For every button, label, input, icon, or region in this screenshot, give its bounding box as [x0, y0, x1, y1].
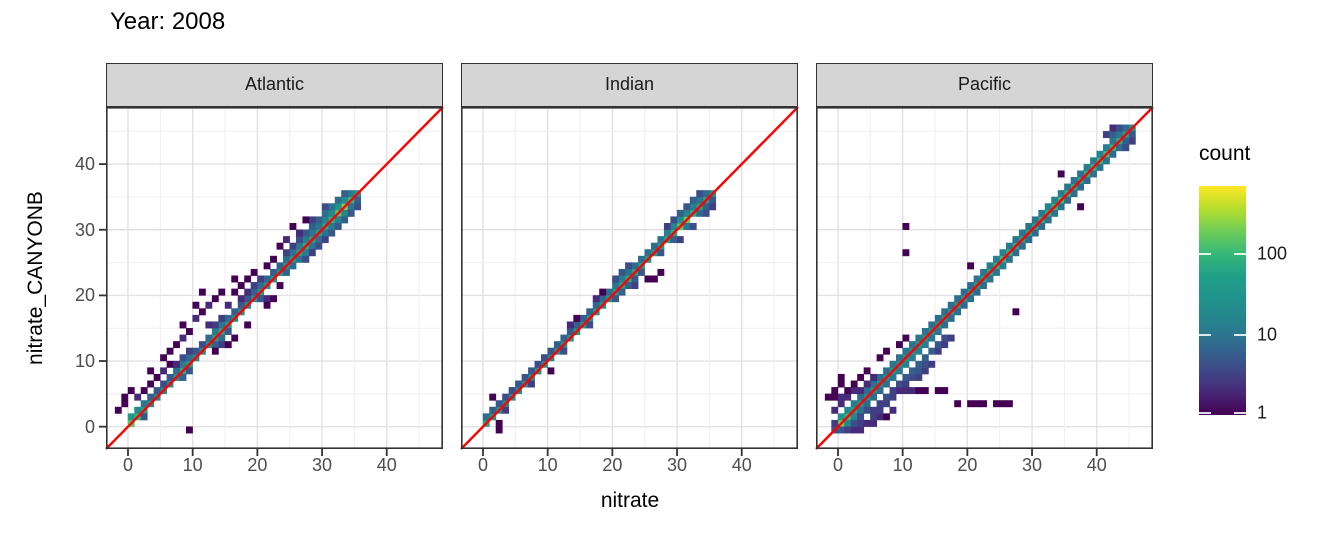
x-tick-label: 10	[892, 455, 913, 475]
x-tick-label: 0	[477, 455, 488, 475]
x-tick-label: 20	[957, 455, 978, 475]
colorbar-tick-label: 10	[1257, 324, 1278, 344]
x-tick-label: 30	[312, 455, 333, 475]
x-tick-label: 30	[667, 455, 688, 475]
identity-reference-line	[815, 106, 1154, 450]
legend-title: count	[1199, 142, 1251, 165]
x-tick-label: 40	[1086, 455, 1107, 475]
facet-strip: Pacific	[816, 63, 1153, 107]
y-axis-title: nitrate_CANYONB	[24, 191, 47, 365]
facet-strip-label: Atlantic	[244, 74, 305, 94]
legend-colorbar	[1199, 186, 1246, 415]
colorbar-tick	[1234, 253, 1246, 256]
y-tick-label: 40	[74, 154, 95, 175]
x-tick-label: 20	[247, 455, 268, 475]
plot-title: Year: 2008	[110, 8, 226, 35]
facet-strip: Atlantic	[106, 63, 443, 107]
colorbar-tick	[1199, 412, 1211, 414]
x-tick-label: 40	[731, 455, 752, 475]
facet-panel	[815, 106, 1154, 456]
colorbar-tick	[1199, 333, 1211, 336]
x-tick-label: 30	[1022, 455, 1043, 475]
y-tick-label: 20	[74, 285, 95, 306]
x-axis-title: nitrate	[600, 489, 660, 512]
x-tick-label: 10	[182, 455, 203, 475]
y-tick-label: 10	[74, 351, 95, 372]
facet-panel	[99, 106, 444, 456]
facet-panel	[460, 106, 799, 456]
colorbar-tick-label: 100	[1257, 243, 1288, 264]
x-tick-label: 10	[537, 455, 558, 475]
x-tick-label: 40	[376, 455, 397, 475]
facet-strip-label: Pacific	[957, 74, 1011, 94]
colorbar-tick	[1234, 333, 1246, 336]
x-tick-label: 20	[602, 455, 623, 475]
identity-reference-line	[460, 106, 799, 450]
facet-strip: Indian	[461, 63, 798, 107]
x-tick-label: 0	[832, 455, 843, 475]
colorbar-tick	[1234, 412, 1246, 414]
identity-reference-line	[105, 106, 444, 450]
y-tick-label: 30	[74, 219, 95, 240]
x-tick-label: 0	[122, 455, 133, 475]
colorbar-tick	[1199, 253, 1211, 256]
y-tick-label: 0	[84, 416, 95, 437]
colorbar-tick-label: 1	[1257, 402, 1268, 423]
facet-strip-label: Indian	[604, 74, 655, 94]
